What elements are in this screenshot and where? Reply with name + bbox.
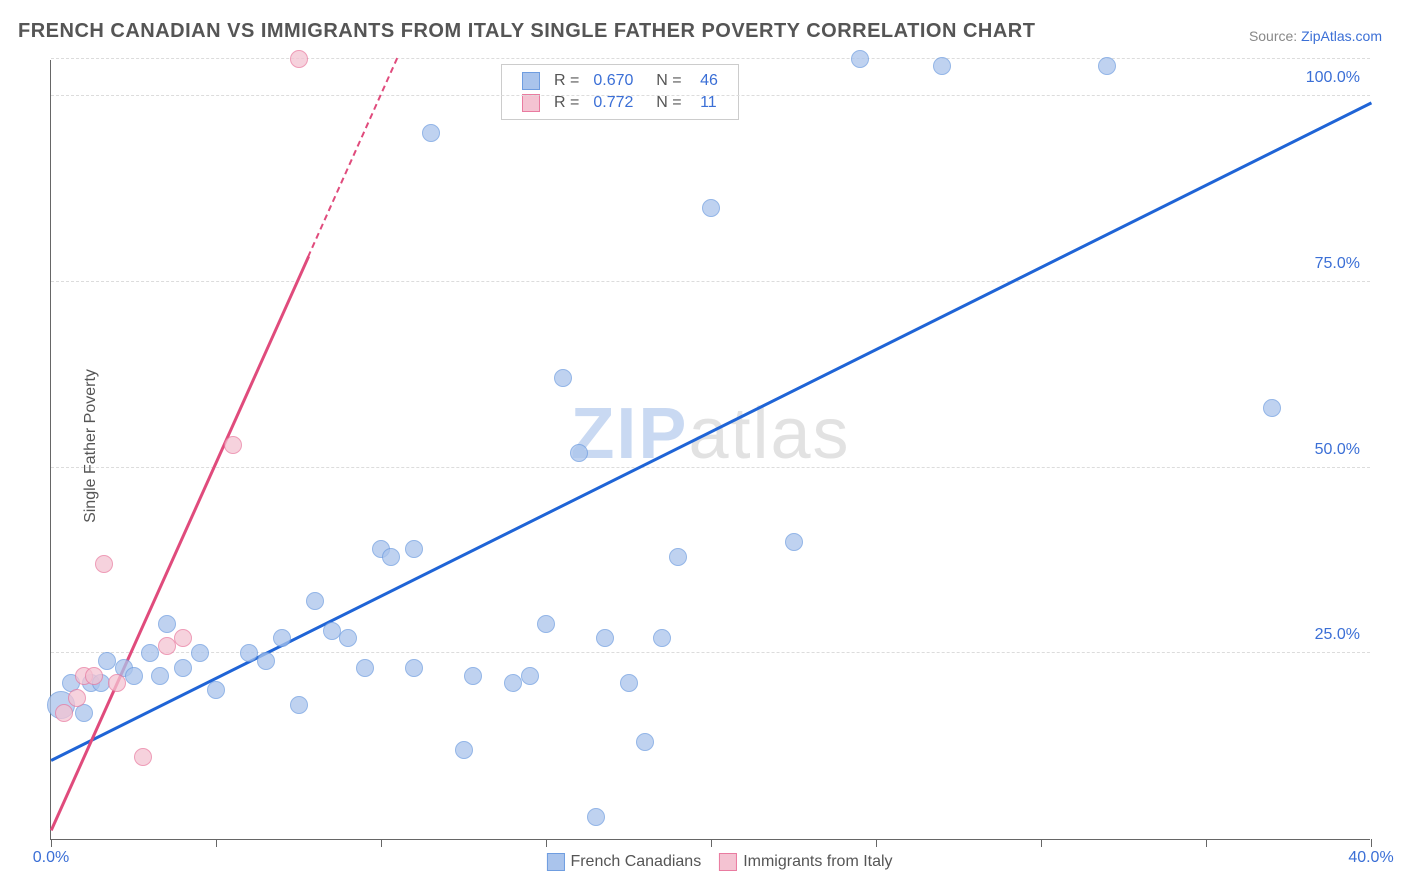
data-point xyxy=(290,50,308,68)
n-value: 46 xyxy=(690,71,724,91)
x-tick xyxy=(711,839,712,847)
x-tick xyxy=(546,839,547,847)
data-point xyxy=(422,124,440,142)
data-point xyxy=(851,50,869,68)
data-point xyxy=(125,667,143,685)
legend-swatch xyxy=(522,94,540,112)
legend-swatch xyxy=(546,853,564,871)
data-point xyxy=(1263,399,1281,417)
data-point xyxy=(191,644,209,662)
x-tick xyxy=(1206,839,1207,847)
data-point xyxy=(95,555,113,573)
y-tick-label: 25.0% xyxy=(1315,626,1360,644)
data-point xyxy=(537,615,555,633)
r-value: 0.772 xyxy=(587,93,639,113)
x-tick-label: 40.0% xyxy=(1348,849,1393,867)
watermark: ZIPatlas xyxy=(570,393,850,475)
legend-stat-row: R =0.670 N = 46 xyxy=(516,71,724,91)
data-point xyxy=(933,57,951,75)
gridline xyxy=(51,467,1370,468)
data-point xyxy=(290,696,308,714)
data-point xyxy=(521,667,539,685)
data-point xyxy=(382,548,400,566)
data-point xyxy=(785,533,803,551)
legend-swatch xyxy=(522,72,540,90)
chart-title: FRENCH CANADIAN VS IMMIGRANTS FROM ITALY… xyxy=(18,20,1035,43)
y-tick-label: 50.0% xyxy=(1315,441,1360,459)
legend-stat-row: R =0.772 N = 11 xyxy=(516,93,724,113)
n-label: N = xyxy=(641,93,687,113)
data-point xyxy=(85,667,103,685)
x-tick xyxy=(216,839,217,847)
legend-label: Immigrants from Italy xyxy=(743,853,892,870)
data-point xyxy=(141,644,159,662)
x-tick xyxy=(381,839,382,847)
data-point xyxy=(455,741,473,759)
y-tick-label: 75.0% xyxy=(1315,255,1360,273)
x-tick xyxy=(51,839,52,847)
x-tick xyxy=(1041,839,1042,847)
r-label: R = xyxy=(548,71,585,91)
data-point xyxy=(356,659,374,677)
data-point xyxy=(224,436,242,454)
watermark-part2: atlas xyxy=(688,394,850,474)
data-point xyxy=(207,681,225,699)
data-point xyxy=(653,629,671,647)
legend-swatch xyxy=(719,853,737,871)
x-tick-label: 0.0% xyxy=(33,849,69,867)
data-point xyxy=(108,674,126,692)
data-point xyxy=(273,629,291,647)
data-point xyxy=(98,652,116,670)
data-point xyxy=(504,674,522,692)
data-point xyxy=(55,704,73,722)
data-point xyxy=(151,667,169,685)
data-point xyxy=(554,369,572,387)
data-point xyxy=(158,637,176,655)
legend-label: French Canadians xyxy=(570,853,701,870)
data-point xyxy=(1098,57,1116,75)
data-point xyxy=(570,444,588,462)
r-label: R = xyxy=(548,93,585,113)
data-point xyxy=(620,674,638,692)
watermark-part1: ZIP xyxy=(570,394,688,474)
legend-series: French Canadians Immigrants from Italy xyxy=(528,853,892,871)
data-point xyxy=(240,644,258,662)
data-point xyxy=(636,733,654,751)
data-point xyxy=(339,629,357,647)
data-point xyxy=(158,615,176,633)
data-point xyxy=(257,652,275,670)
data-point xyxy=(702,199,720,217)
trend-line xyxy=(307,58,398,257)
chart-container: FRENCH CANADIAN VS IMMIGRANTS FROM ITALY… xyxy=(0,0,1406,892)
data-point xyxy=(405,540,423,558)
source-label: Source: xyxy=(1249,28,1301,44)
data-point xyxy=(174,659,192,677)
gridline xyxy=(51,281,1370,282)
data-point xyxy=(323,622,341,640)
trend-line xyxy=(50,256,310,831)
data-point xyxy=(669,548,687,566)
gridline xyxy=(51,58,1370,59)
data-point xyxy=(596,629,614,647)
legend-stats: R =0.670 N = 46R =0.772 N = 11 xyxy=(501,64,739,120)
data-point xyxy=(587,808,605,826)
y-tick-label: 100.0% xyxy=(1306,69,1360,87)
n-label: N = xyxy=(641,71,687,91)
data-point xyxy=(174,629,192,647)
data-point xyxy=(68,689,86,707)
data-point xyxy=(464,667,482,685)
data-point xyxy=(306,592,324,610)
x-tick xyxy=(876,839,877,847)
data-point xyxy=(134,748,152,766)
data-point xyxy=(405,659,423,677)
plot-area: ZIPatlas R =0.670 N = 46R =0.772 N = 11 … xyxy=(50,60,1370,840)
gridline xyxy=(51,95,1370,96)
x-tick xyxy=(1371,839,1372,847)
r-value: 0.670 xyxy=(587,71,639,91)
source-link[interactable]: ZipAtlas.com xyxy=(1301,28,1382,44)
n-value: 11 xyxy=(690,93,724,113)
source-attribution: Source: ZipAtlas.com xyxy=(1249,28,1382,44)
